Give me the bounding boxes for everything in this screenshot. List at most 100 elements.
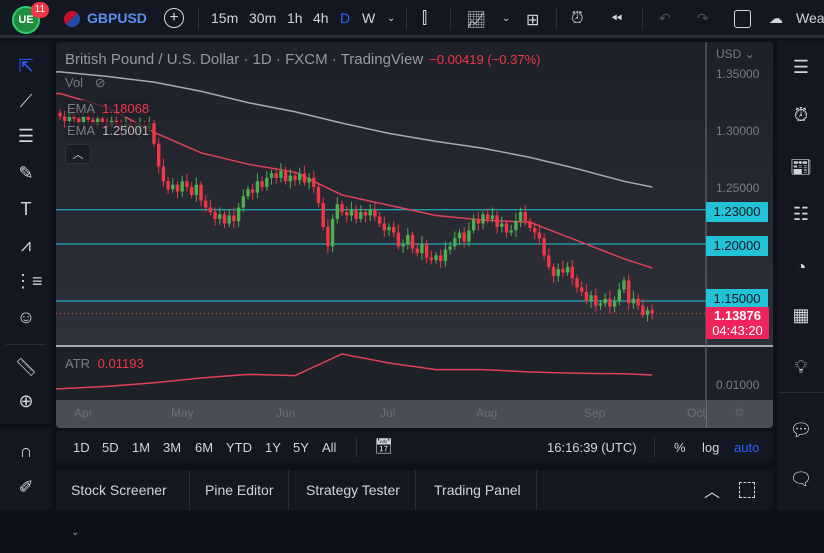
- tab-stock-screener[interactable]: Stock Screener ⌄: [56, 470, 190, 538]
- candle-body: [260, 181, 264, 187]
- calendar-icon[interactable]: ▦: [792, 305, 810, 325]
- ideas-lightbulb-icon[interactable]: 💡︎: [794, 357, 808, 377]
- zoom-in-icon[interactable]: ⊕: [18, 391, 34, 411]
- candle-body: [467, 230, 471, 242]
- tab-strategy-tester[interactable]: Strategy Tester: [291, 470, 416, 510]
- range-1m[interactable]: 1M: [132, 440, 151, 455]
- tab-pine-editor[interactable]: Pine Editor: [190, 470, 290, 510]
- atr-label: ATR: [65, 356, 91, 371]
- range-5d[interactable]: 5D: [102, 440, 119, 455]
- candle-body: [453, 238, 457, 247]
- pattern-icon[interactable]: ⩘: [20, 235, 32, 255]
- candle-body: [537, 232, 542, 239]
- magnet-icon[interactable]: ∩: [19, 441, 33, 461]
- trend-line-icon[interactable]: ⟋: [19, 91, 33, 111]
- candle-body: [471, 218, 476, 231]
- replay-icon[interactable]: ⏪︎: [611, 10, 623, 26]
- candle-body: [77, 118, 81, 124]
- range-1y[interactable]: 1Y: [265, 440, 281, 455]
- symbol-description: British Pound / U.S. Dollar · 1D · FXCM …: [65, 51, 424, 68]
- candles-icon[interactable]: ⫿: [422, 10, 428, 27]
- auto-toggle[interactable]: auto: [734, 440, 760, 455]
- interval-1h[interactable]: 1h: [287, 10, 303, 26]
- range-5y[interactable]: 5Y: [293, 440, 309, 455]
- collapse-legend-button[interactable]: ︿: [65, 144, 91, 164]
- range-6m[interactable]: 6M: [195, 440, 214, 455]
- interval-30m[interactable]: 30m: [249, 10, 277, 26]
- ruler-icon[interactable]: 📏︎: [14, 357, 38, 377]
- settings-gear-icon[interactable]: ☼: [732, 403, 747, 420]
- chat-icon[interactable]: 💬︎: [789, 420, 813, 440]
- weather-label[interactable]: Wea: [796, 10, 824, 26]
- candle-body: [288, 175, 292, 182]
- range-ytd[interactable]: YTD: [226, 440, 252, 455]
- currency-selector[interactable]: USD ⌄: [716, 47, 755, 61]
- candle-body: [622, 280, 626, 290]
- price-tick: 1.30000: [716, 124, 760, 138]
- cloud-icon[interactable]: ☁: [769, 10, 783, 26]
- candle-body: [335, 204, 339, 219]
- candle-body: [528, 221, 532, 229]
- fullscreen-box-icon[interactable]: [734, 10, 751, 28]
- candle-body: [434, 255, 438, 260]
- interval-4h[interactable]: 4h: [313, 10, 329, 26]
- atr-legend[interactable]: ATR 0.01193: [65, 356, 144, 371]
- chevron-down-icon[interactable]: ⌄: [387, 13, 396, 24]
- compare-add-icon[interactable]: +: [164, 8, 184, 28]
- watchlist-icon[interactable]: ☰: [792, 57, 810, 77]
- candle-body: [495, 215, 499, 227]
- redo-icon[interactable]: ↷: [697, 10, 709, 26]
- indicators-icon[interactable]: 📈︎: [466, 12, 487, 29]
- layout-grid-icon[interactable]: ⊞: [526, 12, 540, 29]
- interval-d[interactable]: D: [340, 10, 351, 26]
- chart-panel[interactable]: British Pound / U.S. Dollar · 1D · FXCM …: [56, 42, 773, 428]
- ema-slow-legend[interactable]: EMA 1.25001: [65, 122, 152, 139]
- candle-body: [476, 218, 480, 224]
- chevron-down-icon[interactable]: ⌄: [502, 13, 511, 24]
- tab-trading-panel[interactable]: Trading Panel: [419, 470, 537, 510]
- interval-15m[interactable]: 15m: [211, 10, 239, 26]
- eye-hidden-icon[interactable]: ⊘: [94, 75, 106, 90]
- candle-body: [373, 209, 377, 217]
- hotlist-flame-icon[interactable]: ◔: [795, 257, 807, 277]
- time-axis[interactable]: Apr May Jun Jul Aug Sep Oct ☼: [56, 400, 773, 428]
- cursor-icon[interactable]: ⇱: [18, 56, 34, 76]
- undo-icon[interactable]: ↶: [659, 10, 671, 26]
- news-icon[interactable]: 📰︎: [789, 157, 813, 177]
- text-icon[interactable]: T: [20, 199, 32, 219]
- alert-icon[interactable]: ⏰︎: [571, 10, 584, 27]
- fib-lines-icon[interactable]: ☰: [17, 126, 35, 146]
- interval-w[interactable]: W: [362, 10, 376, 26]
- chat-rooms-icon[interactable]: 🗨︎: [789, 469, 813, 489]
- percent-toggle[interactable]: %: [674, 440, 686, 455]
- candle-body: [222, 214, 227, 224]
- add-list-icon[interactable]: ☷: [792, 204, 810, 224]
- price-chart[interactable]: [56, 42, 773, 428]
- candle-body: [382, 223, 386, 231]
- drawing-toolbar: ⇱ ⟋ ☰ ✎ T ⩘ ⋮≡ ☺ 📏︎ ⊕ ∩ ✐: [0, 41, 52, 510]
- expand-panel-icon[interactable]: ︿: [704, 484, 721, 501]
- log-toggle[interactable]: log: [702, 440, 720, 455]
- candle-body: [298, 173, 302, 181]
- range-1d[interactable]: 1D: [73, 440, 90, 455]
- maximize-icon[interactable]: [739, 482, 755, 498]
- candle-body: [594, 295, 598, 306]
- current-price-label: 1.13876 04:43:20: [706, 307, 769, 339]
- candle-body: [420, 244, 424, 254]
- alarm-clock-icon[interactable]: ⏰︎: [793, 105, 809, 125]
- lock-drawings-icon[interactable]: ✐: [18, 477, 34, 497]
- range-3m[interactable]: 3M: [163, 440, 182, 455]
- chevron-down-icon[interactable]: ⌄: [71, 527, 80, 538]
- ema-fast-legend[interactable]: EMA 1.18068: [65, 100, 152, 117]
- volume-legend[interactable]: Vol ⊘: [65, 75, 106, 91]
- clock-timezone[interactable]: 16:16:39 (UTC): [547, 440, 637, 455]
- brush-icon[interactable]: ✎: [18, 163, 34, 183]
- forecast-icon[interactable]: ⋮≡: [14, 271, 43, 291]
- range-all[interactable]: All: [322, 440, 337, 455]
- emoji-icon[interactable]: ☺: [16, 307, 36, 327]
- go-to-date-icon[interactable]: 📅︎: [374, 438, 394, 455]
- symbol-search[interactable]: GBPUSD: [87, 10, 147, 26]
- candle-body: [490, 215, 495, 219]
- candle-body: [650, 310, 654, 314]
- notification-badge: 11: [31, 2, 49, 18]
